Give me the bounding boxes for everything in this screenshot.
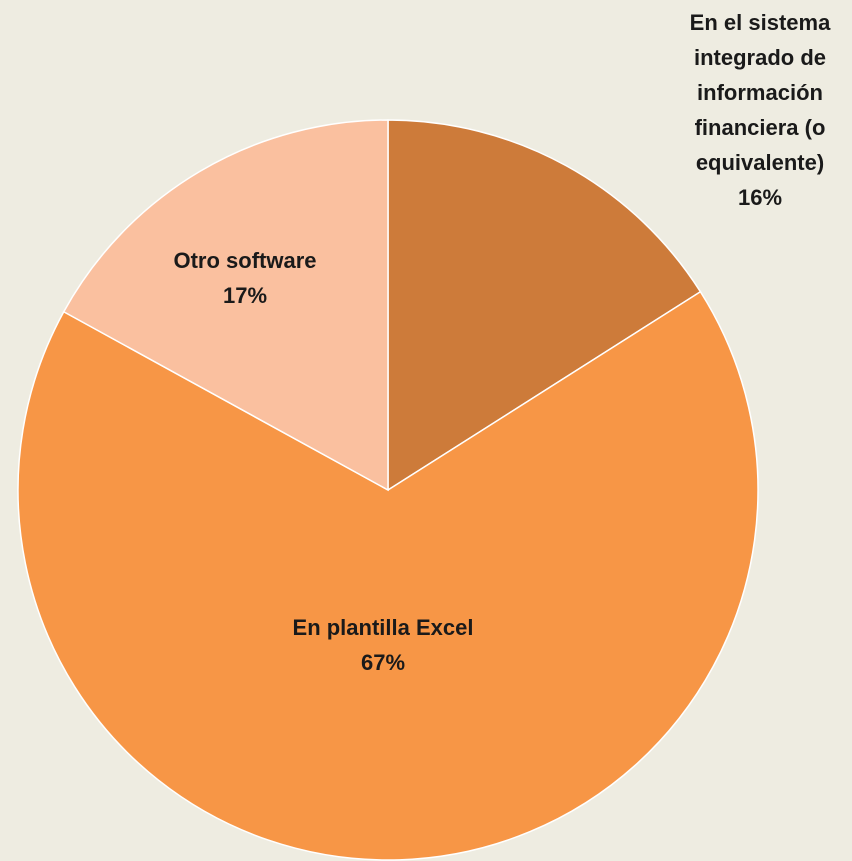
value-label: 17%: [222, 283, 268, 308]
pie-slice: [387, 119, 702, 492]
pie-slice: [17, 290, 759, 861]
category-name: Otro software: [173, 248, 317, 273]
value-label: 16%: [737, 185, 783, 210]
category-name: En el sistema integrado de información f…: [689, 10, 831, 175]
slice-label: En el sistema integrado de información f…: [665, 5, 852, 215]
category-name: En plantilla Excel: [292, 615, 474, 640]
value-label: 67%: [360, 650, 406, 675]
pie-slice: [62, 119, 389, 492]
slice-label: En plantilla Excel 67%: [283, 610, 483, 680]
slice-label: Otro software 17%: [120, 243, 370, 313]
